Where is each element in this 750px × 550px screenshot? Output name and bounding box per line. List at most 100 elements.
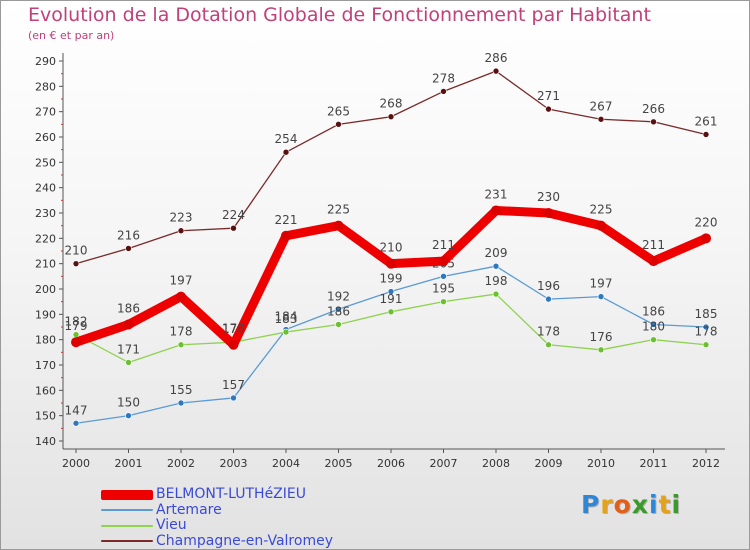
data-point: [545, 105, 552, 113]
y-tick-label: 240: [35, 182, 56, 195]
data-point: [335, 321, 342, 328]
logo-letter: o: [613, 490, 632, 519]
data-point: [123, 319, 134, 330]
data-point: [597, 115, 605, 123]
data-point: [545, 295, 552, 303]
x-tick-label: 2011: [640, 457, 668, 470]
x-tick-label: 2000: [62, 457, 90, 470]
legend-label: Champagne-en-Valromey: [156, 532, 333, 549]
x-tick-label: 2002: [167, 457, 195, 470]
data-point: [125, 245, 132, 252]
data-label: 197: [590, 277, 613, 291]
x-tick-label: 2003: [220, 457, 248, 470]
data-point: [386, 258, 396, 269]
data-label: 178: [537, 325, 560, 339]
legend-swatch: [101, 540, 153, 543]
y-tick-label: 290: [35, 55, 56, 68]
data-label: 180: [642, 320, 665, 334]
data-label: 179: [65, 319, 88, 333]
data-point: [440, 88, 447, 95]
data-label: 223: [170, 211, 193, 225]
data-label: 225: [590, 203, 613, 217]
data-point: [282, 148, 290, 156]
data-label: 261: [695, 114, 718, 128]
data-label: 254: [275, 132, 298, 146]
data-label: 186: [327, 304, 350, 318]
x-tick-label: 2008: [482, 457, 510, 470]
data-label: 191: [380, 292, 403, 306]
logo-letter: t: [658, 490, 672, 519]
data-point: [125, 359, 132, 366]
data-point: [650, 118, 657, 126]
data-point: [597, 293, 605, 300]
data-point: [230, 394, 237, 402]
data-label: 211: [432, 238, 455, 252]
x-tick-label: 2006: [377, 457, 405, 470]
y-tick-label: 150: [35, 410, 56, 423]
data-label: 225: [327, 203, 350, 217]
data-point: [282, 328, 290, 336]
data-label: 220: [695, 215, 718, 229]
x-tick-label: 2004: [272, 457, 300, 470]
y-tick-label: 270: [35, 106, 56, 119]
y-tick-label: 260: [35, 131, 56, 144]
data-point: [72, 260, 80, 267]
y-tick-label: 160: [35, 384, 56, 397]
data-point: [387, 288, 395, 295]
data-label: 155: [170, 383, 193, 397]
data-label: 171: [117, 342, 140, 356]
data-point: [335, 305, 342, 313]
proxiti-logo: Proxiti: [581, 490, 681, 519]
data-label: 186: [642, 304, 665, 318]
data-label: 197: [170, 274, 193, 288]
y-tick-label: 250: [35, 156, 56, 169]
data-point: [387, 113, 395, 121]
data-label: 176: [590, 330, 613, 344]
data-point: [228, 339, 239, 350]
data-point: [387, 308, 395, 316]
data-point: [597, 346, 605, 354]
data-label: 178: [170, 325, 193, 339]
data-label: 221: [275, 213, 298, 227]
y-tick-label: 210: [35, 258, 56, 271]
data-point: [492, 290, 500, 298]
data-label: 278: [432, 71, 455, 85]
data-point: [492, 67, 500, 75]
data-point: [438, 256, 449, 267]
data-point: [491, 205, 501, 216]
data-label: 198: [485, 274, 508, 288]
data-label: 185: [695, 307, 718, 321]
data-label: 196: [537, 279, 560, 293]
data-point: [702, 131, 710, 138]
data-label: 210: [65, 244, 88, 258]
data-label: 192: [327, 289, 350, 303]
data-label: 184: [275, 310, 298, 324]
data-point: [281, 230, 291, 241]
legend-label: Artemare: [156, 501, 222, 518]
y-tick-label: 220: [35, 232, 56, 245]
data-point: [492, 262, 500, 270]
data-point: [176, 291, 186, 302]
data-point: [333, 220, 344, 231]
data-label: 271: [537, 89, 560, 103]
data-label: 224: [222, 208, 245, 222]
data-point: [545, 341, 552, 349]
data-label: 199: [380, 272, 403, 286]
data-label: 211: [642, 238, 665, 252]
data-point: [596, 220, 606, 231]
x-tick-label: 2012: [692, 457, 720, 470]
data-point: [177, 341, 185, 349]
chart-title: Evolution de la Dotation Globale de Fonc…: [28, 4, 651, 26]
data-point: [650, 321, 657, 328]
data-label: 210: [380, 241, 403, 255]
data-point: [702, 341, 710, 349]
logo-letter: i: [671, 490, 682, 519]
data-label: 157: [222, 378, 245, 392]
data-label: 265: [327, 104, 350, 118]
y-tick-label: 180: [35, 334, 56, 347]
data-label: 182: [65, 315, 88, 329]
legend-swatch: [101, 489, 153, 500]
logo-letter: P: [581, 490, 601, 519]
y-tick-label: 190: [35, 308, 56, 321]
